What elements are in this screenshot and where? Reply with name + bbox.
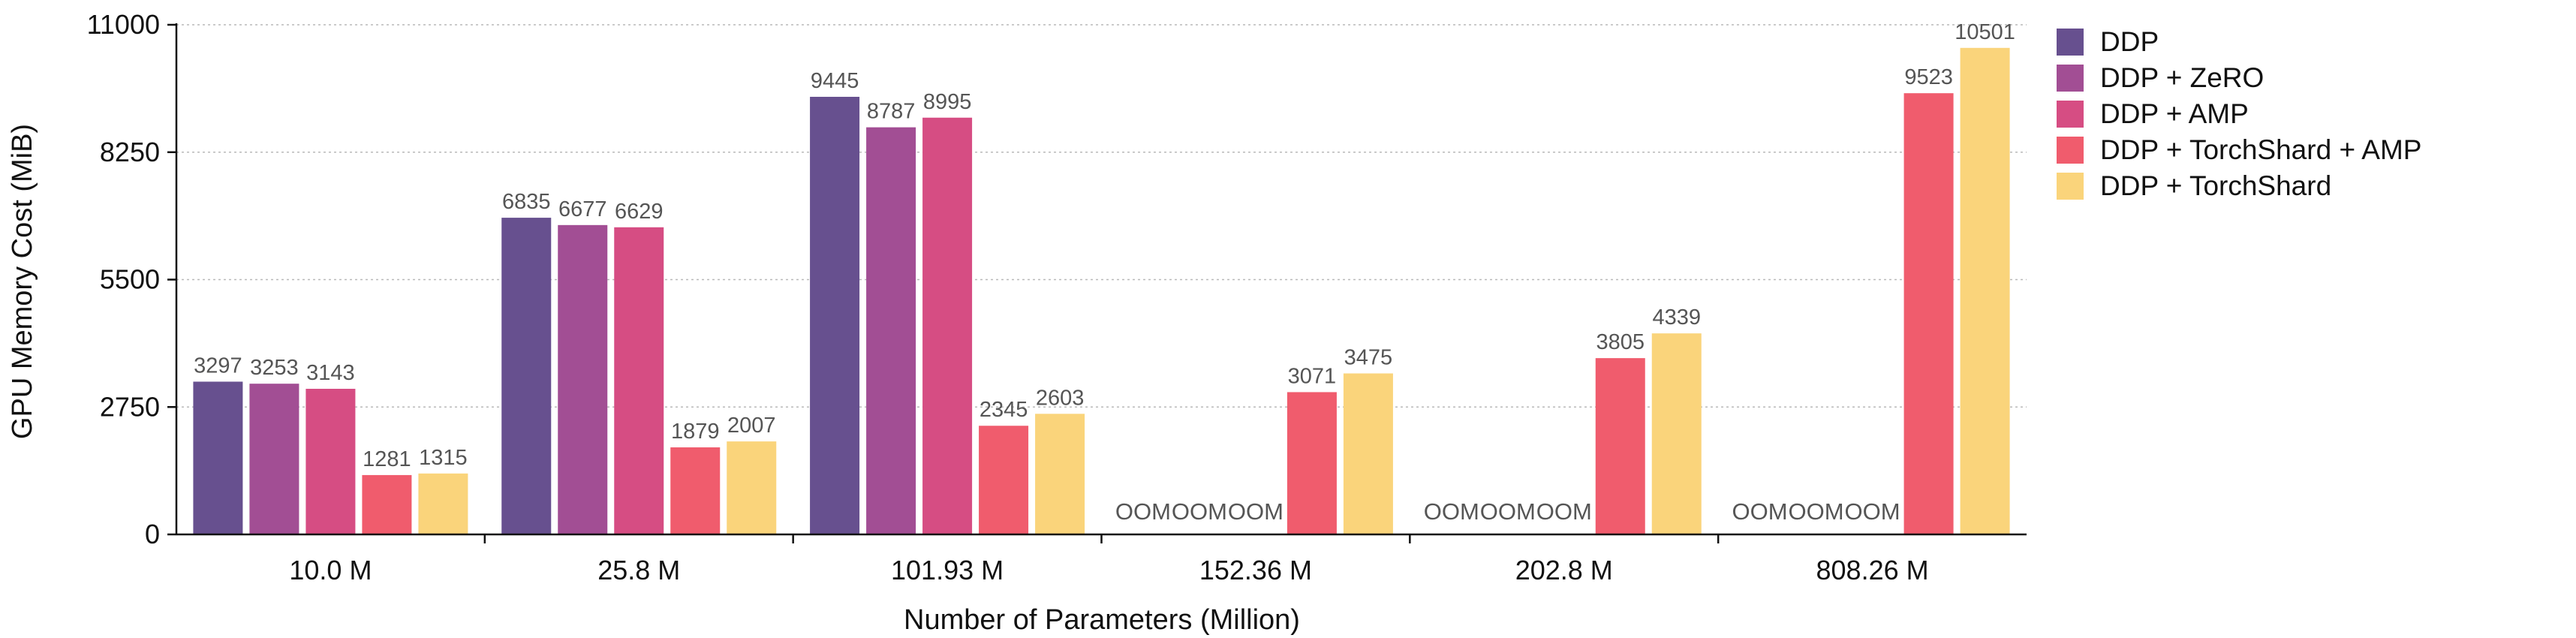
- bar: [866, 127, 916, 535]
- bar-value-label: 8995: [923, 90, 972, 114]
- bar: [979, 426, 1029, 534]
- bar: [1286, 392, 1337, 534]
- oom-label: OOM: [1480, 498, 1536, 525]
- bar: [193, 381, 243, 534]
- bar-value-label: 1879: [671, 420, 720, 444]
- oom-label: OOM: [1228, 498, 1283, 525]
- bar-value-label: 2603: [1036, 386, 1085, 410]
- bar-value-label: 8787: [867, 100, 916, 124]
- bar: [1903, 93, 1954, 534]
- x-tick-label: 101.93 M: [891, 555, 1004, 585]
- bar: [1960, 47, 2010, 535]
- legend-entry: DDP: [2100, 26, 2159, 57]
- y-tick-label: 0: [145, 519, 160, 549]
- bar: [558, 224, 608, 534]
- bar: [922, 117, 973, 534]
- bar-value-label: 6629: [615, 200, 664, 224]
- legend-swatch: [2057, 29, 2084, 56]
- bar-value-label: 1281: [363, 447, 411, 471]
- x-tick-label: 152.36 M: [1199, 555, 1312, 585]
- bar: [1651, 333, 1702, 534]
- bar: [810, 96, 860, 535]
- oom-label: OOM: [1115, 498, 1171, 525]
- bar-value-label: 3143: [306, 361, 355, 385]
- bar: [1035, 414, 1085, 534]
- x-axis-title: Number of Parameters (Million): [904, 604, 1300, 636]
- y-axis-title: GPU Memory Cost (MiB): [7, 124, 38, 439]
- oom-label: OOM: [1845, 498, 1900, 525]
- oom-label: OOM: [1536, 498, 1592, 525]
- x-tick-label: 808.26 M: [1816, 555, 1929, 585]
- bar-value-label: 2007: [727, 414, 776, 438]
- bar: [362, 474, 412, 534]
- grid: [176, 24, 2027, 408]
- bar: [1595, 358, 1645, 534]
- bar-value-label: 3805: [1596, 330, 1645, 354]
- ticks: 0 2750 5500 8250 11000 10.0 M 25.8 M 101.93 M 15…: [87, 9, 1929, 585]
- legend-swatch: [2057, 65, 2084, 92]
- bar-value-label: 3071: [1288, 364, 1337, 388]
- legend-swatch: [2057, 173, 2084, 200]
- bars: [193, 47, 2010, 535]
- bar-value-label: 9523: [1904, 65, 1953, 89]
- x-tick-label: 10.0 M: [289, 555, 372, 585]
- legend: DDP DDP + ZeRO DDP + AMP DDP + TorchShard +…: [2057, 26, 2421, 201]
- bar: [501, 218, 552, 534]
- bar: [249, 384, 299, 534]
- x-tick-label: 202.8 M: [1515, 555, 1613, 585]
- bar: [614, 227, 664, 534]
- x-tick-label: 25.8 M: [597, 555, 680, 585]
- oom-label: OOM: [1172, 498, 1227, 525]
- bar: [418, 473, 468, 534]
- y-tick-label: 8250: [100, 137, 160, 167]
- bar-value-label: 9445: [811, 69, 859, 93]
- bar-value-label: 6835: [502, 190, 551, 214]
- legend-swatch: [2057, 101, 2084, 128]
- y-tick-label: 2750: [100, 391, 160, 422]
- bar: [670, 447, 721, 534]
- bar: [1343, 373, 1393, 534]
- bar-value-label: 3297: [194, 354, 242, 378]
- bar-value-label: 6677: [558, 197, 607, 221]
- bar-value-label: 3253: [250, 356, 299, 380]
- y-tick-label: 5500: [100, 264, 160, 295]
- oom-label: OOM: [1732, 498, 1788, 525]
- oom-label: OOM: [1424, 498, 1479, 525]
- bar-value-label: 10501: [1955, 20, 2015, 44]
- bar-value-label: 4339: [1652, 305, 1701, 330]
- bar-value-label: 1315: [419, 446, 468, 470]
- y-tick-label: 11000: [87, 9, 160, 40]
- bar-value-label: 2345: [980, 398, 1028, 422]
- oom-label: OOM: [1789, 498, 1844, 525]
- legend-entry: DDP + ZeRO: [2100, 62, 2264, 93]
- legend-swatch: [2057, 137, 2084, 164]
- legend-entry: DDP + TorchShard + AMP: [2100, 134, 2421, 165]
- legend-entry: DDP + AMP: [2100, 98, 2249, 129]
- bar-value-label: 3475: [1344, 345, 1393, 369]
- legend-entry: DDP + TorchShard: [2100, 170, 2331, 201]
- bar-labels: 3297 3253 3143 1281 1315 6835 6677 6629 1879 2007…: [194, 20, 2015, 525]
- bar: [727, 441, 777, 534]
- bar: [305, 388, 356, 534]
